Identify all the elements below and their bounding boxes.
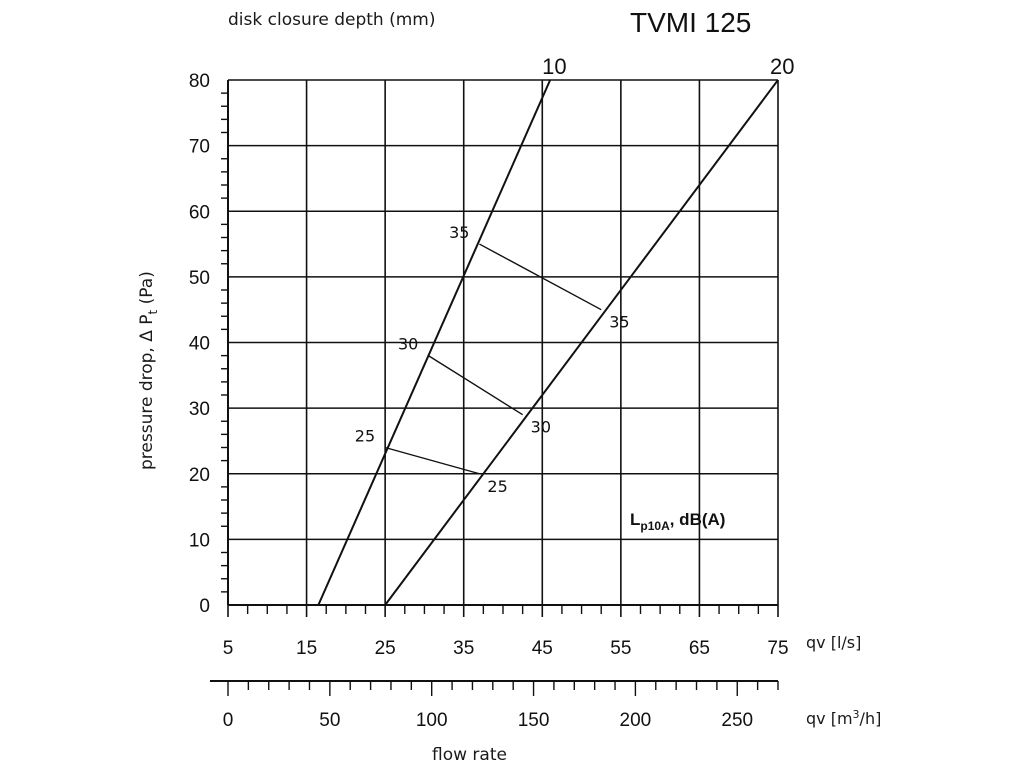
x2-tick-label-150: 150	[518, 710, 550, 731]
x-axis-m3h-label: qv [m3/h]	[806, 708, 881, 728]
series-line-10	[317, 79, 552, 606]
x-tick-label-35: 35	[453, 638, 474, 659]
y-tick-label-40: 40	[189, 334, 210, 355]
x2-tick-label-250: 250	[721, 710, 753, 731]
grid	[227, 79, 779, 606]
sound-label-start-35: 35	[449, 223, 469, 242]
sound-label-end-30: 30	[531, 418, 551, 437]
x-axis-ls-label: qv [l/s]	[806, 633, 861, 652]
y-tick-label-80: 80	[189, 71, 210, 92]
x-axis-m3h-label-end: /h]	[860, 709, 882, 728]
sound-level-lines: 25 25 30 30 35 35	[355, 223, 630, 496]
x2-tick-label-200: 200	[620, 710, 652, 731]
y-tick-label-30: 30	[189, 399, 210, 420]
sound-line-30	[427, 355, 524, 416]
sound-label-end-35: 35	[609, 313, 629, 332]
sound-level-legend-end: , dB(A)	[670, 510, 726, 529]
sound-label-start-30: 30	[398, 335, 418, 354]
x-tick-label-15: 15	[296, 638, 317, 659]
sound-line-35	[479, 243, 602, 311]
series-label-20: 20	[770, 54, 794, 79]
y-tick-label-20: 20	[189, 465, 210, 486]
chart-title: TVMI 125	[630, 7, 751, 38]
x2-tick-label-100: 100	[416, 710, 448, 731]
sound-label-end-25: 25	[487, 477, 507, 496]
y-axis-label-unit: (Pa)	[137, 271, 157, 310]
y-axis-ticks: 0 10 20 30 40 50 60 70 80	[189, 71, 228, 617]
y-tick-label-70: 70	[189, 137, 210, 158]
series-line-20	[384, 79, 779, 606]
y-tick-label-10: 10	[189, 530, 210, 551]
y-tick-label-0: 0	[199, 596, 210, 617]
series-label-10: 10	[542, 54, 566, 79]
sound-line-25	[384, 446, 480, 475]
y-tick-label-50: 50	[189, 268, 210, 289]
x2-tick-label-50: 50	[319, 710, 340, 731]
x-tick-label-45: 45	[532, 638, 553, 659]
sound-label-start-25: 25	[355, 427, 375, 446]
x-axis-label: flow rate	[432, 745, 507, 765]
x-axis-ls: 5 15 25 35 45 55 65 75	[223, 605, 789, 659]
y-axis-label-main: pressure drop, Δ P	[137, 314, 157, 470]
x-tick-label-55: 55	[610, 638, 631, 659]
x-tick-label-5: 5	[223, 638, 234, 659]
x-tick-label-75: 75	[767, 638, 788, 659]
disk-closure-depth-label: disk closure depth (mm)	[228, 10, 435, 30]
y-tick-label-60: 60	[189, 202, 210, 223]
x-axis-m3h-label-sup: 3	[853, 708, 860, 721]
sound-level-legend-main: L	[630, 510, 640, 529]
sound-level-legend: Lp10A, dB(A)	[630, 510, 725, 533]
x2-tick-label-0: 0	[223, 710, 234, 731]
x-tick-label-65: 65	[689, 638, 710, 659]
x-axis-m3h: 0 50 100 150 200 250	[210, 680, 779, 731]
y-axis-label: pressure drop, Δ Pt (Pa)	[137, 271, 160, 470]
sound-level-legend-sub: p10A	[640, 519, 670, 533]
x-tick-label-25: 25	[375, 638, 396, 659]
x-axis-m3h-label-main: qv [m	[806, 709, 853, 728]
series-lines: 10 20	[317, 54, 794, 606]
y-axis-label-sub: t	[146, 309, 160, 314]
